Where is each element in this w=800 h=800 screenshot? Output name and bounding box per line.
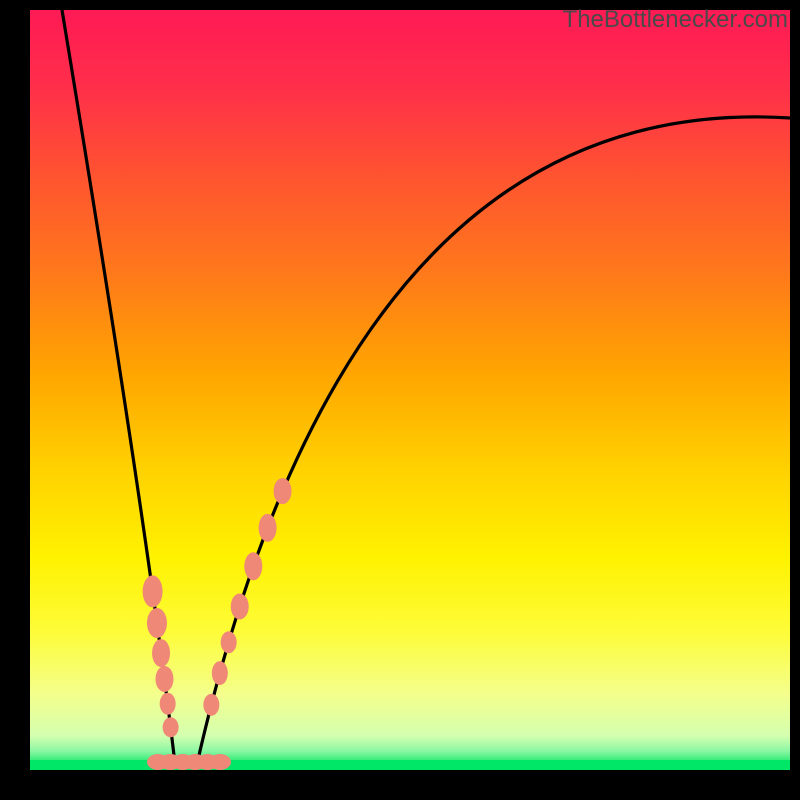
data-marker bbox=[143, 575, 163, 607]
data-marker bbox=[163, 717, 179, 737]
data-marker bbox=[212, 661, 228, 685]
data-marker bbox=[244, 552, 262, 580]
data-marker bbox=[160, 693, 176, 715]
data-marker bbox=[231, 593, 249, 619]
data-marker bbox=[203, 694, 219, 716]
data-marker bbox=[259, 514, 277, 542]
plot-area bbox=[30, 10, 790, 770]
watermark-text: TheBottlenecker.com bbox=[563, 6, 788, 34]
data-marker bbox=[155, 666, 173, 692]
data-marker bbox=[221, 631, 237, 653]
chart-svg bbox=[30, 10, 790, 770]
bottom-green-band bbox=[30, 760, 790, 770]
data-marker bbox=[209, 754, 231, 770]
data-marker bbox=[147, 608, 167, 638]
chart-frame: TheBottlenecker.com bbox=[0, 0, 800, 800]
data-marker bbox=[152, 639, 170, 667]
data-marker bbox=[274, 478, 292, 504]
